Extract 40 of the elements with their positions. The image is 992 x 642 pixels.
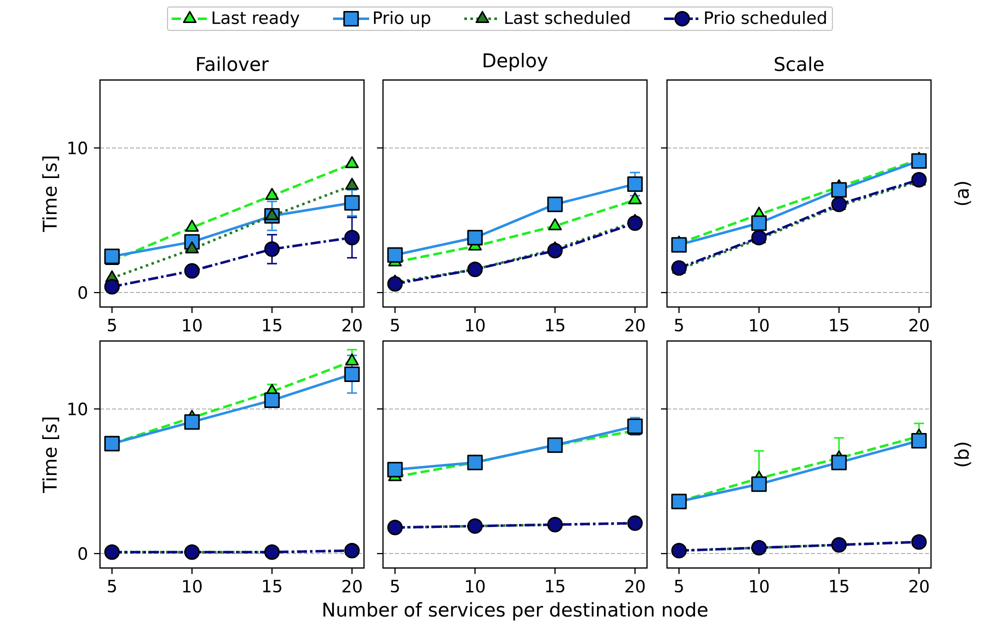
- x-tick-label: 5: [674, 318, 683, 332]
- y2-axis-title: (b): [954, 442, 972, 466]
- chart-title: Scale: [774, 56, 824, 72]
- x-tick-label: 20: [909, 318, 929, 332]
- legend-label: Prio scheduled: [705, 10, 826, 24]
- x-tick-label: 15: [263, 318, 282, 332]
- y-axis-title: Time [s]: [42, 156, 60, 232]
- x-tick-label: 10: [183, 580, 202, 593]
- x-axis-title: Number of services per destination node: [323, 602, 708, 620]
- x-tick-label: 15: [830, 580, 848, 592]
- y-axis-title: Time [s]: [42, 418, 60, 494]
- x-tick-label: 5: [108, 318, 116, 332]
- x-tick-label: 5: [674, 580, 683, 592]
- x-tick-label: 15: [546, 318, 564, 332]
- y-tick-label: 0: [78, 286, 88, 299]
- x-tick-label: 5: [390, 318, 399, 332]
- y-tick-label: 10: [68, 402, 88, 416]
- legend-label: Last scheduled: [505, 10, 630, 24]
- x-tick-label: 10: [750, 318, 769, 332]
- y-tick-label: 10: [68, 142, 88, 154]
- x-tick-label: 10: [466, 580, 485, 593]
- x-tick-label: 15: [546, 580, 564, 592]
- y-tick-label: 0: [78, 547, 88, 560]
- x-tick-label: 20: [625, 318, 645, 332]
- legend-label: Prio up: [374, 10, 430, 28]
- x-tick-label: 5: [108, 580, 116, 592]
- x-tick-label: 20: [342, 318, 362, 332]
- x-tick-label: 15: [263, 580, 282, 592]
- y2-axis-title: (a): [954, 182, 972, 206]
- x-tick-label: 10: [466, 318, 485, 332]
- x-tick-label: 20: [625, 580, 645, 593]
- x-tick-label: 20: [909, 580, 929, 593]
- x-tick-label: 10: [183, 318, 202, 332]
- x-tick-label: 10: [750, 580, 769, 593]
- chart-title: Deploy: [484, 52, 548, 72]
- x-tick-label: 20: [342, 580, 362, 593]
- x-tick-label: 15: [830, 318, 848, 332]
- chart-title: Failover: [197, 56, 269, 72]
- legend-label: Last ready: [212, 10, 300, 28]
- x-tick-label: 5: [390, 580, 399, 592]
